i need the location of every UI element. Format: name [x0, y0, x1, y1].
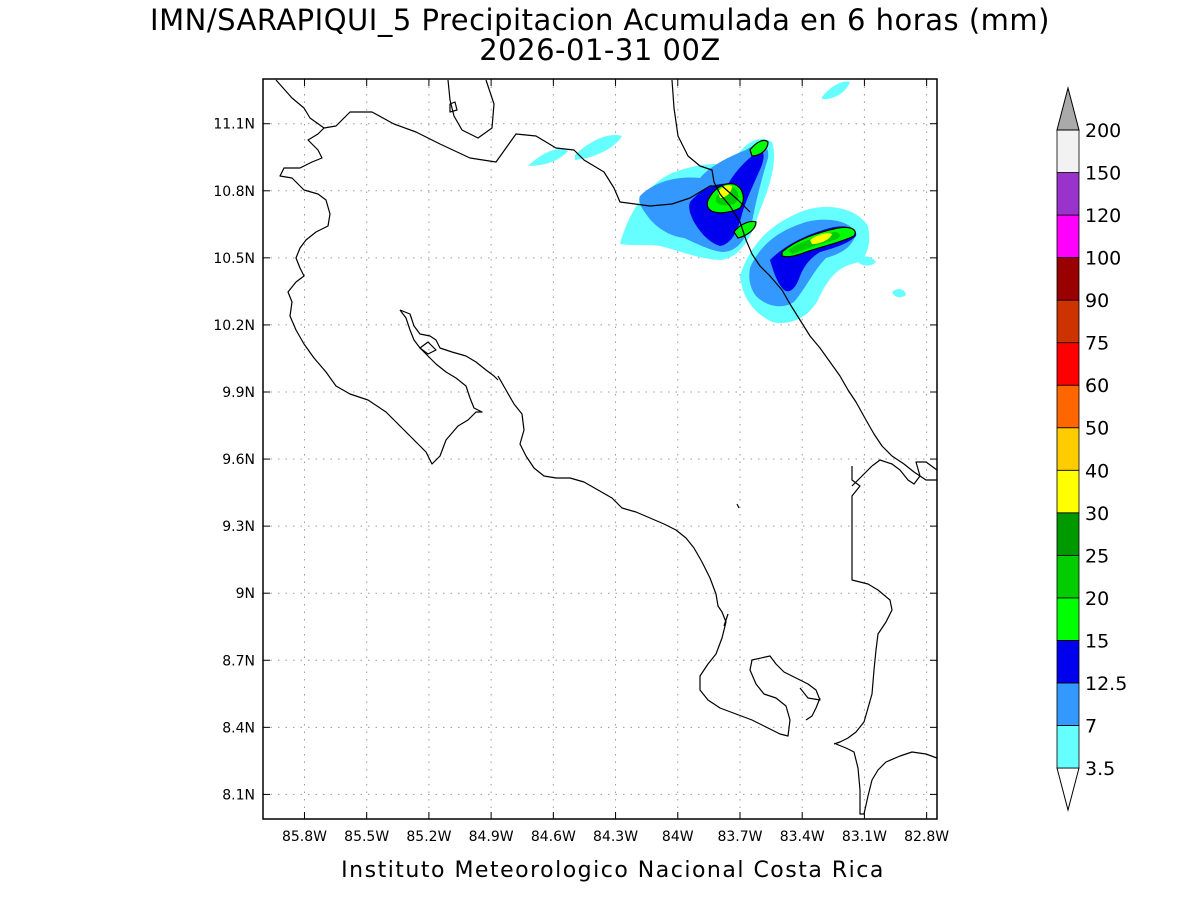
map-subtitle-date: 2026-01-31 00Z [479, 33, 721, 67]
map-title: IMN/SARAPIQUI_5 Precipitacion Acumulada … [150, 3, 1050, 37]
lon-tick-label: 83.7W [717, 829, 762, 845]
colorbar-swatch [1056, 214, 1080, 258]
colorbar-swatch [1056, 725, 1080, 769]
colorbar-swatch [1056, 299, 1080, 344]
graticule-grid [263, 79, 937, 819]
institution-footer: Instituto Meteorologico Nacional Costa R… [341, 858, 885, 883]
lat-tick-label: 9.3N [222, 519, 255, 535]
colorbar-label: 120 [1085, 205, 1121, 227]
colorbar-swatch [1056, 427, 1080, 471]
colorbar-label: 15 [1085, 630, 1109, 652]
colorbar-swatch [1056, 512, 1080, 556]
colorbar-label: 75 [1085, 333, 1109, 355]
lat-tick-label: 10.2N [213, 318, 255, 334]
colorbar-swatch [1056, 257, 1080, 301]
lon-tick-label: 83.1W [842, 829, 887, 845]
colorbar-label: 50 [1085, 418, 1109, 440]
lat-tick-label: 8.4N [222, 720, 255, 736]
lat-tick-label: 8.1N [222, 787, 255, 803]
colorbar-swatch [1056, 682, 1080, 726]
colorbar-swatch [1056, 172, 1080, 216]
map-frame [262, 78, 938, 820]
colorbar-label: 3.5 [1085, 758, 1115, 780]
colorbar-label: 25 [1085, 545, 1109, 567]
precip-contour-lines [706, 139, 856, 258]
precip-cells-30mm [718, 185, 832, 244]
colorbar-swatch [1056, 597, 1080, 641]
lon-tick-label: 83.4W [780, 829, 825, 845]
lon-tick-label: 85.5W [344, 829, 389, 845]
precipitation-field [528, 81, 906, 324]
lon-tick-label: 85.2W [406, 829, 451, 845]
colorbar-label: 12.5 [1085, 673, 1127, 695]
colorbar-swatch [1056, 384, 1080, 429]
lon-tick-label: 84.6W [531, 829, 576, 845]
lat-tick-label: 10.5N [213, 251, 255, 267]
lat-tick-label: 9N [236, 586, 255, 602]
lat-tick-label: 10.8N [213, 184, 255, 200]
map-axes: 85.8W 85.5W 85.2W 84.9W 84.6W 84.3W 84W 83.7W 83… [213, 79, 949, 845]
colorbar-label: 40 [1085, 460, 1109, 482]
colorbar-label: 30 [1085, 503, 1109, 525]
lat-tick-label: 8.7N [222, 653, 255, 669]
colorbar-max-arrow [1056, 86, 1080, 131]
colorbar-label: 200 [1085, 120, 1121, 142]
colorbar-label: 150 [1085, 163, 1121, 185]
colorbar-swatch [1056, 129, 1080, 173]
colorbar-swatch [1056, 640, 1080, 684]
lat-tick-label: 9.6N [222, 452, 255, 468]
lat-tick-label: 11.1N [213, 117, 255, 133]
lon-tick-label: 84.3W [593, 829, 638, 845]
colorbar-label: 100 [1085, 248, 1121, 270]
lon-tick-label: 84.9W [469, 829, 514, 845]
colorbar-min-arrow [1056, 767, 1080, 812]
colorbar-label: 60 [1085, 375, 1109, 397]
colorbar-label: 20 [1085, 588, 1109, 610]
lat-tick-label: 9.9N [222, 385, 255, 401]
colorbar-swatch [1056, 469, 1080, 514]
lon-tick-label: 85.8W [282, 829, 327, 845]
colorbar-swatch [1056, 342, 1080, 386]
coastline-and-borders [275, 79, 937, 815]
map-plot-area: 85.8W 85.5W 85.2W 84.9W 84.6W 84.3W 84W 83.7W 83… [213, 78, 949, 845]
colorbar-label: 90 [1085, 290, 1109, 312]
colorbar-label: 7 [1085, 715, 1097, 737]
colorbar-legend: 3.5 7 12.5 15 20 25 30 40 50 60 75 90 100 120 150 200 [1056, 86, 1127, 812]
lon-tick-label: 84W [662, 829, 694, 845]
lon-tick-label: 82.8W [904, 829, 949, 845]
colorbar-swatch [1056, 554, 1080, 599]
